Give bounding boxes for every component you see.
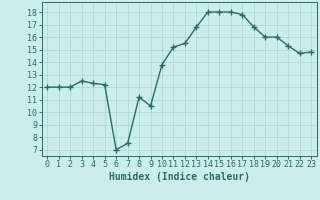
X-axis label: Humidex (Indice chaleur): Humidex (Indice chaleur) (109, 172, 250, 182)
